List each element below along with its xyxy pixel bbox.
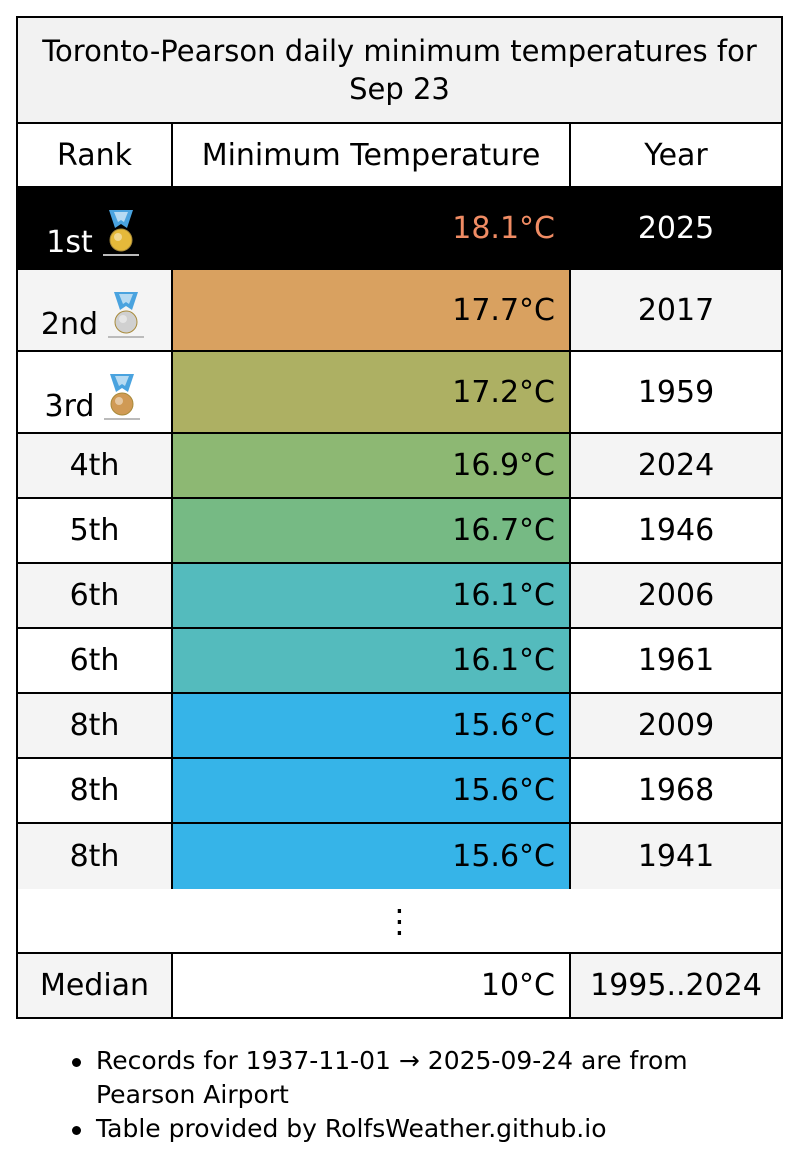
table-row: 8th 15.6°C 1941 [18,824,781,889]
table-row: 4th 16.9°C 2024 [18,434,781,499]
rank-label: 1st [46,225,93,260]
note-text: Records for 1937-11-01 → 2025-09-24 are … [96,1046,688,1109]
temperature-cell: 15.6°C [171,694,571,757]
rank-cell: 8th [69,708,120,743]
rank-cell: 4th [69,448,120,483]
header-row: Rank Minimum Temperature Year [18,124,781,188]
year-cell: 2006 [637,578,715,613]
rank-label: 3rd [44,389,95,424]
table-row: 8th 15.6°C 1968 [18,759,781,824]
median-row: Median 10°C 1995..2024 [18,954,781,1017]
temperature-cell: 15.6°C [171,759,571,822]
header-year: Year [644,137,708,173]
table-row: 1st 18.1°C 2025 [18,188,781,270]
median-temperature: 10°C [171,954,571,1017]
silver-medal-icon [108,292,145,338]
ellipsis-row: ⋮ [18,889,781,954]
year-cell: 1946 [637,513,715,548]
rank-cell: 6th [69,578,120,613]
year-cell: 1941 [637,839,715,874]
year-cell: 1959 [637,374,715,410]
rank-cell: 3rd [18,352,171,432]
table-body: 1st 18.1°C 2025 2nd 17.7°C 2017 3rd 17.2°C 1959 4… [18,188,781,889]
temperature-cell: 16.1°C [171,629,571,692]
rank-cell: 8th [69,839,120,874]
median-label: Median [39,968,150,1003]
year-cell: 2017 [637,292,715,328]
year-cell: 2009 [637,708,715,743]
bullet-icon [72,1126,81,1135]
temperature-cell: 17.7°C [171,270,571,350]
gold-medal-icon [102,210,139,256]
rank-cell: 8th [69,773,120,808]
table-row: 6th 16.1°C 1961 [18,629,781,694]
year-cell: 2025 [637,210,715,246]
notes-list: Records for 1937-11-01 → 2025-09-24 are … [66,1044,766,1146]
rank-cell: 5th [69,513,120,548]
bullet-icon [72,1058,81,1067]
temperature-cell: 16.1°C [171,564,571,627]
table-row: 8th 15.6°C 2009 [18,694,781,759]
temperature-cell: 16.7°C [171,499,571,562]
rank-cell: 1st [18,188,171,268]
rank-label: 2nd [40,307,99,342]
rank-cell: 2nd [18,270,171,350]
temperature-cell: 15.6°C [171,824,571,889]
table-row: 2nd 17.7°C 2017 [18,270,781,352]
rank-cell: 6th [69,643,120,678]
note-item: Table provided by RolfsWeather.github.io [66,1112,766,1146]
year-cell: 1961 [637,643,715,678]
temperature-cell: 16.9°C [171,434,571,497]
header-rank: Rank [57,137,132,173]
year-cell: 1968 [637,773,715,808]
table-row: 6th 16.1°C 2006 [18,564,781,629]
temperature-table: Toronto-Pearson daily minimum temperatur… [16,16,783,1019]
note-item: Records for 1937-11-01 → 2025-09-24 are … [66,1044,766,1112]
year-cell: 2024 [637,448,715,483]
header-min-temperature: Minimum Temperature [171,124,571,186]
table-row: 5th 16.7°C 1946 [18,499,781,564]
note-text: Table provided by RolfsWeather.github.io [96,1114,607,1143]
median-years: 1995..2024 [590,968,762,1003]
temperature-cell: 18.1°C [171,188,571,268]
bronze-medal-icon [104,374,141,420]
table-title: Toronto-Pearson daily minimum temperatur… [18,18,781,124]
temperature-cell: 17.2°C [171,352,571,432]
table-row: 3rd 17.2°C 1959 [18,352,781,434]
